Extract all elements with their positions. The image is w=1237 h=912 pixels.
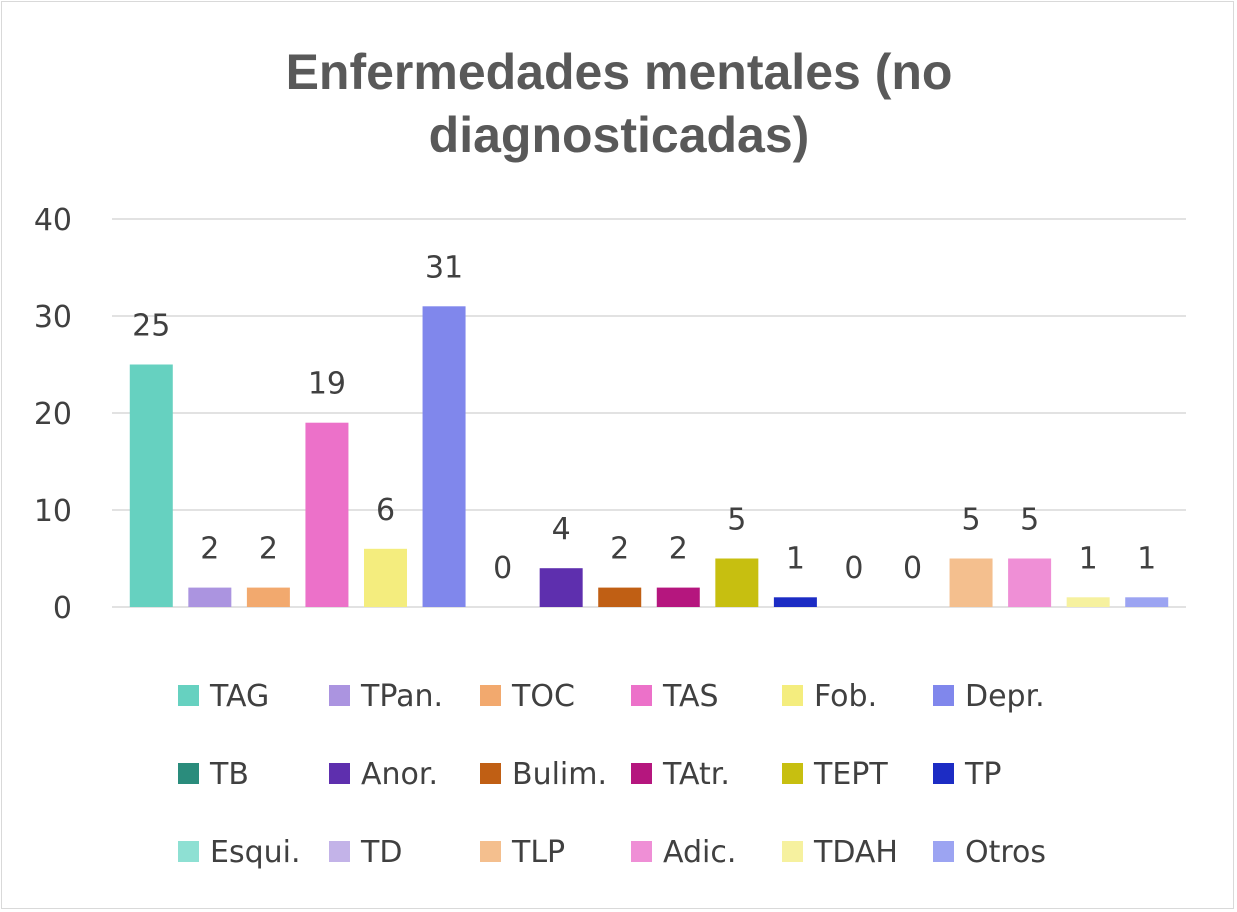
gridlines bbox=[112, 218, 1186, 608]
legend-swatch bbox=[631, 763, 652, 784]
legend-swatch bbox=[480, 685, 501, 706]
bar-depr bbox=[422, 306, 466, 607]
y-tick-label: 10 bbox=[34, 494, 72, 529]
y-tick-label: 40 bbox=[34, 203, 72, 238]
data-label: 5 bbox=[962, 503, 981, 538]
y-tick-label: 20 bbox=[34, 397, 72, 432]
legend-label: Adic. bbox=[663, 835, 736, 870]
legend-label: Fob. bbox=[814, 679, 877, 714]
y-tick-label: 30 bbox=[34, 300, 72, 335]
bar-bulim bbox=[598, 587, 642, 607]
bar-anor bbox=[539, 568, 583, 607]
legend-swatch bbox=[480, 841, 501, 862]
bar-otros bbox=[1125, 597, 1169, 607]
legend-swatch bbox=[329, 841, 350, 862]
data-label: 2 bbox=[259, 532, 278, 567]
data-label: 0 bbox=[844, 551, 863, 586]
data-label: 4 bbox=[552, 512, 571, 547]
data-label: 19 bbox=[308, 367, 346, 402]
legend-label: TAS bbox=[662, 679, 719, 714]
legend-swatch bbox=[178, 685, 199, 706]
data-label: 1 bbox=[786, 541, 805, 576]
legend-swatch bbox=[480, 763, 501, 784]
legend-label: TEPT bbox=[813, 757, 888, 792]
bar-tpan bbox=[188, 587, 232, 607]
data-label: 31 bbox=[425, 250, 463, 285]
legend-label: TLP bbox=[511, 835, 565, 870]
legend-label: Bulim. bbox=[512, 757, 607, 792]
legend-swatch bbox=[631, 685, 652, 706]
legend-label: Esqui. bbox=[210, 835, 301, 870]
bars bbox=[129, 306, 1169, 607]
legend-swatch bbox=[782, 841, 803, 862]
bar-tatr bbox=[656, 587, 700, 607]
bar-tag bbox=[129, 364, 173, 607]
legend-label: Anor. bbox=[361, 757, 438, 792]
data-label: 25 bbox=[132, 309, 170, 344]
legend-label: TOC bbox=[511, 679, 575, 714]
legend-label: TAtr. bbox=[662, 757, 730, 792]
bar-adic bbox=[1008, 558, 1052, 607]
legend-swatch bbox=[933, 841, 954, 862]
y-tick-label: 0 bbox=[53, 591, 72, 626]
data-label: 2 bbox=[610, 532, 629, 567]
data-label: 2 bbox=[200, 532, 219, 567]
data-label: 0 bbox=[493, 551, 512, 586]
data-label: 0 bbox=[903, 551, 922, 586]
bar-fob bbox=[364, 548, 407, 607]
legend-label: TB bbox=[209, 757, 249, 792]
legend-swatch bbox=[933, 685, 954, 706]
data-label: 5 bbox=[1020, 503, 1039, 538]
data-label: 2 bbox=[669, 532, 688, 567]
legend-label: TPan. bbox=[360, 679, 443, 714]
data-label: 5 bbox=[727, 503, 746, 538]
legend: TAG TPan. TOC TAS Fob. Depr. TB Anor. Bulim. TAtr… bbox=[178, 679, 1046, 870]
data-label: 6 bbox=[376, 493, 395, 528]
legend-swatch bbox=[178, 763, 199, 784]
legend-swatch bbox=[933, 763, 954, 784]
bar-tept bbox=[715, 558, 759, 607]
legend-swatch bbox=[178, 841, 199, 862]
data-label: 1 bbox=[1137, 541, 1156, 576]
bar-tlp bbox=[949, 558, 993, 607]
bar-tp bbox=[773, 597, 817, 607]
legend-swatch bbox=[782, 685, 803, 706]
legend-swatch bbox=[631, 841, 652, 862]
legend-label: TP bbox=[964, 757, 1001, 792]
chart-title-line-1: Enfermedades mentales (no bbox=[286, 44, 953, 100]
data-label: 1 bbox=[1079, 541, 1098, 576]
bar-tas bbox=[305, 422, 349, 607]
bar-tdah bbox=[1066, 597, 1110, 607]
legend-label: TDAH bbox=[813, 835, 898, 870]
y-axis-tick-labels: 0 10 20 30 40 bbox=[34, 203, 72, 626]
bar-toc bbox=[246, 587, 290, 607]
legend-label: Depr. bbox=[965, 679, 1045, 714]
legend-label: TD bbox=[360, 835, 402, 870]
legend-swatch bbox=[782, 763, 803, 784]
legend-label: TAG bbox=[209, 679, 269, 714]
chart-title-line-2: diagnosticadas) bbox=[429, 107, 810, 163]
legend-swatch bbox=[329, 763, 350, 784]
legend-label: Otros bbox=[965, 835, 1046, 870]
legend-swatch bbox=[329, 685, 350, 706]
